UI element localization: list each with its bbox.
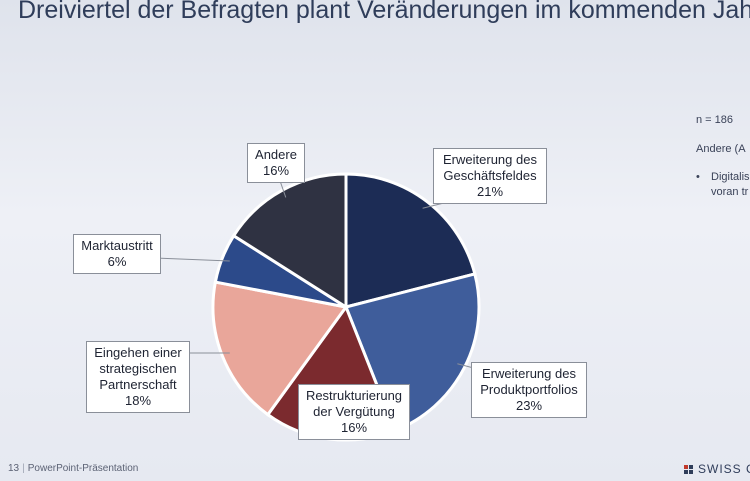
- callout-restrukturierung: Restrukturierung der Vergütung 16%: [298, 384, 410, 440]
- bullet-marker: •: [696, 171, 700, 183]
- sample-size: n = 186: [696, 114, 734, 126]
- footer-caption: PowerPoint-Präsentation: [27, 463, 139, 474]
- callout-label-line: der Vergütung: [313, 404, 395, 419]
- callout-partnerschaft: Eingehen einer strategischen Partnerscha…: [86, 341, 190, 413]
- callout-label-line: Geschäftsfeldes: [443, 168, 537, 183]
- pie-slice-erweiterung-geschaeftsfeld: [344, 172, 477, 309]
- footer-separator: |: [22, 463, 25, 474]
- callout-value: 23%: [515, 398, 543, 413]
- callout-erweiterung-produkt: Erweiterung des Produktportfolios 23%: [471, 362, 587, 418]
- callout-andere: Andere 16%: [247, 143, 305, 183]
- pie-slice-erweiterung-produkt: [343, 272, 481, 433]
- callout-label-line: Marktaustritt: [81, 238, 153, 253]
- slide-title: Dreiviertel der Befragten plant Veränder…: [18, 0, 750, 24]
- callout-label-line: Erweiterung des: [482, 366, 576, 381]
- brand-logo: SWISS C: [684, 462, 750, 476]
- callout-value: 6%: [107, 254, 127, 269]
- callout-marktaustritt: Marktaustritt 6%: [73, 234, 161, 274]
- leader-line-marktaustritt: [154, 257, 230, 262]
- callout-value: 18%: [124, 393, 152, 408]
- footer: 13 | PowerPoint-Präsentation: [8, 463, 138, 474]
- page-number: 13: [8, 463, 20, 474]
- logo-text: SWISS C: [698, 462, 750, 476]
- callout-label-line: Eingehen einer: [94, 345, 182, 360]
- pie-slice-andere: [231, 172, 348, 310]
- callout-erweiterung-geschaeftsfeld: Erweiterung des Geschäftsfeldes 21%: [433, 148, 547, 204]
- pie-slices: [211, 172, 481, 442]
- callout-value: 16%: [340, 420, 368, 435]
- callout-label-line: Erweiterung des: [443, 152, 537, 167]
- logo-mark-icon: [684, 465, 693, 474]
- callout-value: 16%: [262, 163, 290, 178]
- bullet-line-1: Digitalis: [711, 171, 750, 183]
- callout-label-line: Produktportfolios: [480, 382, 578, 397]
- callout-value: 21%: [476, 184, 504, 199]
- callout-label-line: Partnerschaft: [99, 377, 177, 392]
- bullet-line-2: voran tr: [711, 186, 749, 198]
- callout-label-line: strategischen: [99, 361, 177, 376]
- callout-label-line: Andere: [255, 147, 297, 162]
- other-note: Andere (A: [696, 143, 746, 155]
- pie-slice-partnerschaft: [211, 280, 349, 417]
- callout-label-line: Restrukturierung: [305, 388, 403, 403]
